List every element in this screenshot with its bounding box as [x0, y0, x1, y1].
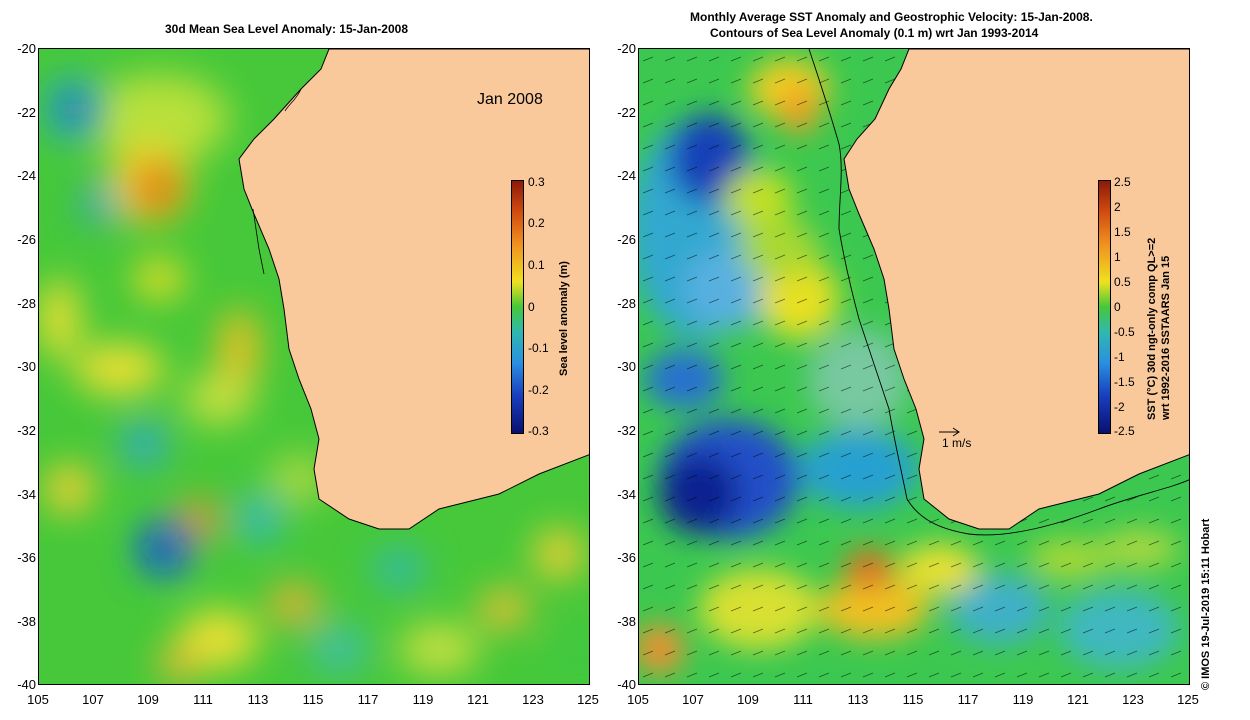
x-tick: 117	[957, 692, 979, 707]
x-tick: 121	[1067, 692, 1089, 707]
x-tick: 107	[682, 692, 704, 707]
sla-colorbar-tick: 0.3	[528, 175, 545, 189]
x-tick: 115	[902, 692, 924, 707]
y-tick: -38	[617, 614, 636, 629]
sst-colorbar-tick: -0.5	[1114, 325, 1135, 339]
sst-colorbar-tick: -1.5	[1114, 375, 1135, 389]
x-tick: 113	[247, 692, 269, 707]
left-map-title: 30d Mean Sea Level Anomaly: 15-Jan-2008	[165, 22, 408, 36]
y-tick: -20	[617, 41, 636, 56]
sst-map-graphic	[639, 49, 1189, 684]
x-tick: 111	[193, 692, 213, 707]
sla-colorbar-tick: -0.3	[528, 424, 549, 438]
y-tick: -26	[617, 232, 636, 247]
y-tick: -26	[17, 232, 36, 247]
sst-colorbar-tick: 1	[1114, 250, 1121, 264]
y-tick: -30	[17, 359, 36, 374]
y-tick: -28	[17, 296, 36, 311]
y-tick: -34	[617, 487, 636, 502]
x-tick: 119	[1012, 692, 1034, 707]
x-tick: 125	[1177, 692, 1199, 707]
sla-colorbar-tick: -0.2	[528, 383, 549, 397]
y-tick: -36	[17, 550, 36, 565]
sla-colorbar-label: Sea level anomaly (m)	[558, 261, 570, 376]
x-tick: 125	[577, 692, 599, 707]
sla-colorbar-tick: 0	[528, 300, 535, 314]
y-tick: -24	[617, 168, 636, 183]
y-tick: -22	[17, 105, 36, 120]
y-tick: -34	[17, 487, 36, 502]
x-tick: 123	[522, 692, 544, 707]
y-tick: -24	[17, 168, 36, 183]
sst-colorbar-label-line1: SST (°C) 30d ngt-only comp QL>=2	[1146, 237, 1158, 420]
sla-map-graphic	[39, 49, 589, 684]
sst-colorbar-tick: -1	[1114, 350, 1125, 364]
x-tick: 123	[1122, 692, 1144, 707]
x-tick: 109	[137, 692, 159, 707]
land-mass	[238, 49, 589, 530]
x-tick: 111	[793, 692, 813, 707]
reference-vector-label: 1 m/s	[942, 436, 972, 450]
y-tick: -22	[617, 105, 636, 120]
month-label: Jan 2008	[477, 91, 543, 108]
sst-colorbar-tick: 2	[1114, 200, 1121, 214]
sst-colorbar	[1098, 180, 1111, 434]
sst-colorbar-tick: -2.5	[1114, 424, 1135, 438]
sla-colorbar-tick: -0.1	[528, 341, 549, 355]
sla-colorbar-tick: 0.2	[528, 216, 545, 230]
right-map-title-line2: Contours of Sea Level Anomaly (0.1 m) wr…	[710, 26, 1039, 40]
x-tick: 107	[82, 692, 104, 707]
y-tick: -32	[617, 423, 636, 438]
y-tick: -40	[17, 677, 36, 692]
y-tick: -32	[17, 423, 36, 438]
sea-level-anomaly-map	[38, 48, 590, 685]
x-tick: 121	[467, 692, 489, 707]
sst-colorbar-tick: 2.5	[1114, 175, 1131, 189]
right-map-title-line1: Monthly Average SST Anomaly and Geostrop…	[690, 10, 1093, 24]
sst-colorbar-label-line2: wrt 1992-2016 SSTAARS Jan 15	[1160, 255, 1172, 420]
y-tick: -20	[17, 41, 36, 56]
sla-colorbar-tick: 0.1	[528, 258, 545, 272]
x-tick: 105	[627, 692, 649, 707]
sst-colorbar-tick: 1.5	[1114, 225, 1131, 239]
y-tick: -40	[617, 677, 636, 692]
x-tick: 105	[27, 692, 49, 707]
sla-colorbar	[511, 180, 524, 434]
y-tick: -28	[617, 296, 636, 311]
y-tick: -30	[617, 359, 636, 374]
y-tick: -36	[617, 550, 636, 565]
x-tick: 115	[302, 692, 324, 707]
y-tick: -38	[17, 614, 36, 629]
imos-credit: © IMOS 19-Jul-2019 15:11 Hobart	[1200, 518, 1212, 690]
sst-colorbar-tick: 0	[1114, 300, 1121, 314]
sst-anomaly-map	[638, 48, 1190, 685]
x-tick: 117	[357, 692, 379, 707]
sst-colorbar-tick: 0.5	[1114, 275, 1131, 289]
x-tick: 109	[737, 692, 759, 707]
sst-colorbar-tick: -2	[1114, 400, 1125, 414]
x-tick: 119	[412, 692, 434, 707]
x-tick: 113	[847, 692, 869, 707]
